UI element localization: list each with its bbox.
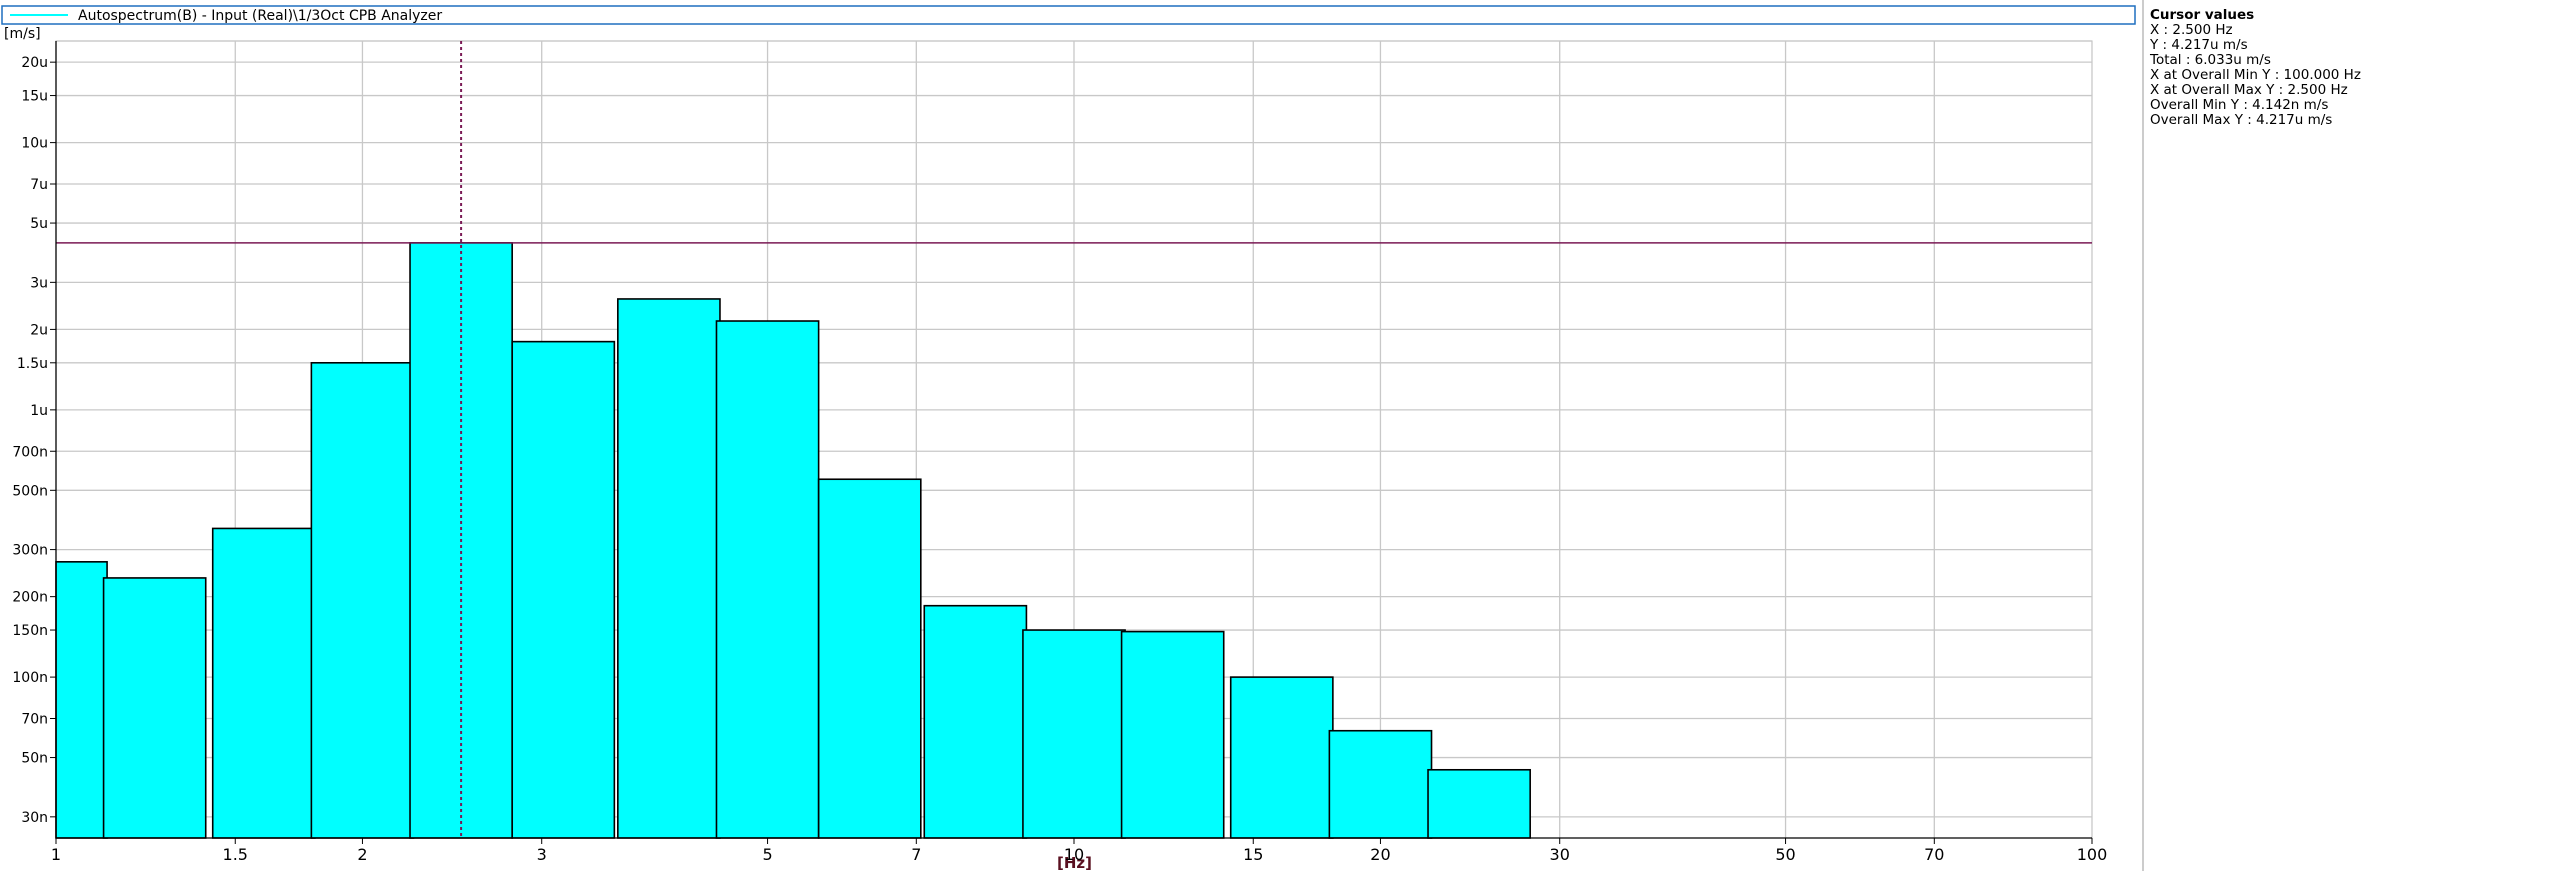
cursor-values-title: Cursor values: [2150, 7, 2255, 23]
y-tick-label: 150n: [12, 623, 48, 639]
y-tick-label: 2u: [30, 322, 48, 338]
bar: [1328, 729, 1433, 839]
y-tick-label: 7u: [30, 177, 48, 193]
cursor-x-value: X : 2.500 Hz: [2150, 22, 2233, 38]
cursor-y-value: Y : 4.217u m/s: [2150, 37, 2248, 53]
bar: [211, 527, 316, 839]
legend-box: [1, 5, 2136, 25]
bar: [923, 604, 1028, 839]
y-tick-label: 700n: [12, 444, 48, 460]
axes: 1 1.5 2 3 5 7 10 15 20 30 50 70 100 30n 50n 70n 100n 150n…: [12, 41, 2107, 864]
cursor-values-panel: Cursor values X : 2.500 Hz Y : 4.217u m/…: [2150, 8, 2540, 128]
y-tick-label: 5u: [30, 216, 48, 232]
x-tick-label: 7: [911, 845, 921, 864]
y-tick-label: 500n: [12, 483, 48, 499]
cursor-overall-max-y: Overall Max Y : 4.217u m/s: [2150, 112, 2333, 128]
x-tick-label: 10: [1064, 845, 1084, 864]
bar: [817, 478, 922, 839]
x-tick-label: 70: [1924, 845, 1944, 864]
legend-label: Autospectrum(B) - Input (Real)\1/3Oct CP…: [78, 8, 442, 24]
bar: [1022, 629, 1126, 839]
y-tick-label: 70n: [21, 711, 48, 727]
bars: [55, 242, 1531, 839]
y-tick-label: 1u: [30, 403, 48, 419]
y-tick-label: 30n: [21, 810, 48, 826]
cursor[interactable]: [56, 41, 2092, 838]
y-tick-label: 300n: [12, 543, 48, 559]
y-tick-label: 50n: [21, 751, 48, 767]
bar: [511, 340, 616, 839]
cursor-x-at-min-y: X at Overall Min Y : 100.000 Hz: [2150, 67, 2361, 83]
x-tick-label: 3: [537, 845, 547, 864]
x-tick-label: 30: [1550, 845, 1570, 864]
x-tick-label: 1.5: [223, 845, 248, 864]
cursor-x-at-max-y: X at Overall Max Y : 2.500 Hz: [2150, 82, 2348, 98]
x-tick-label: 20: [1370, 845, 1390, 864]
x-tick-label: 15: [1243, 845, 1263, 864]
x-axis-unit: [Hz]: [1057, 854, 1092, 871]
y-tick-label: 20u: [21, 55, 48, 71]
y-tick-label: 10u: [21, 136, 48, 152]
bar: [102, 577, 207, 839]
cursor-overall-min-y: Overall Min Y : 4.142n m/s: [2150, 97, 2329, 113]
y-tick-label: 100n: [12, 670, 48, 686]
bar: [617, 298, 721, 839]
x-tick-label: 2: [357, 845, 367, 864]
x-tick-label: 1: [51, 845, 61, 864]
legend: Autospectrum(B) - Input (Real)\1/3Oct CP…: [1, 5, 2136, 25]
y-tick-label: 1.5u: [17, 356, 48, 372]
x-tick-label: 100: [2077, 845, 2108, 864]
bar: [55, 561, 108, 839]
y-axis-unit: [m/s]: [4, 26, 41, 42]
bar: [1229, 676, 1334, 839]
y-tick-label: 15u: [21, 89, 48, 105]
cursor-total-value: Total : 6.033u m/s: [2150, 52, 2271, 68]
x-tick-label: 5: [762, 845, 772, 864]
y-tick-label: 3u: [30, 275, 48, 291]
x-tick-label: 50: [1775, 845, 1795, 864]
bar: [1120, 630, 1225, 839]
bar: [1427, 768, 1531, 839]
bar: [310, 361, 415, 839]
bar: [715, 320, 820, 839]
y-tick-label: 200n: [12, 590, 48, 606]
